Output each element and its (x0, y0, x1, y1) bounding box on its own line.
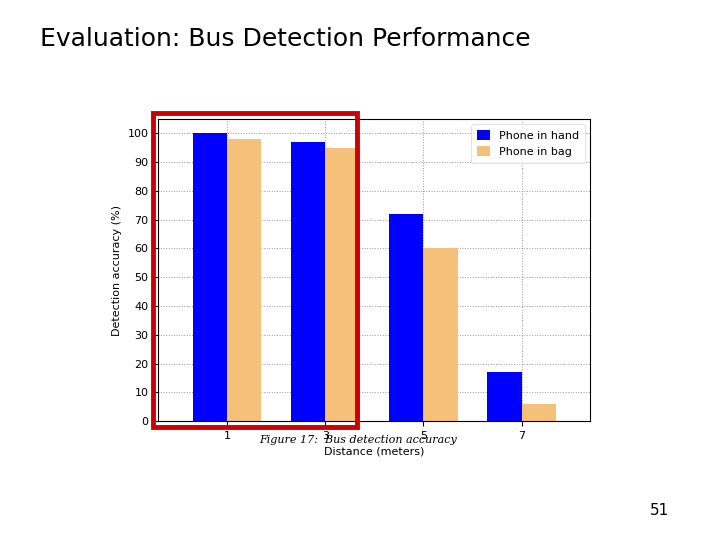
Bar (291, 142, 325, 421)
Bar (325, 147, 360, 421)
Bar (153, 113, 357, 427)
Text: Figure 17:  Bus detection accuracy: Figure 17: Bus detection accuracy (259, 435, 457, 445)
Bar (227, 139, 261, 421)
Bar (423, 248, 458, 421)
Text: 51: 51 (650, 503, 670, 518)
Bar (193, 133, 227, 421)
Text: Normal Distance on Bus: 0.5 m: Normal Distance on Bus: 0.5 m (150, 493, 440, 511)
Bar (522, 404, 556, 421)
Bar (487, 372, 522, 421)
Legend: Phone in hand, Phone in bag: Phone in hand, Phone in bag (472, 124, 585, 163)
Text: Evaluation: Bus Detection Performance: Evaluation: Bus Detection Performance (40, 27, 530, 51)
X-axis label: Distance (meters): Distance (meters) (324, 447, 425, 456)
Bar (389, 214, 423, 421)
Y-axis label: Detection accuracy (%): Detection accuracy (%) (112, 205, 122, 335)
